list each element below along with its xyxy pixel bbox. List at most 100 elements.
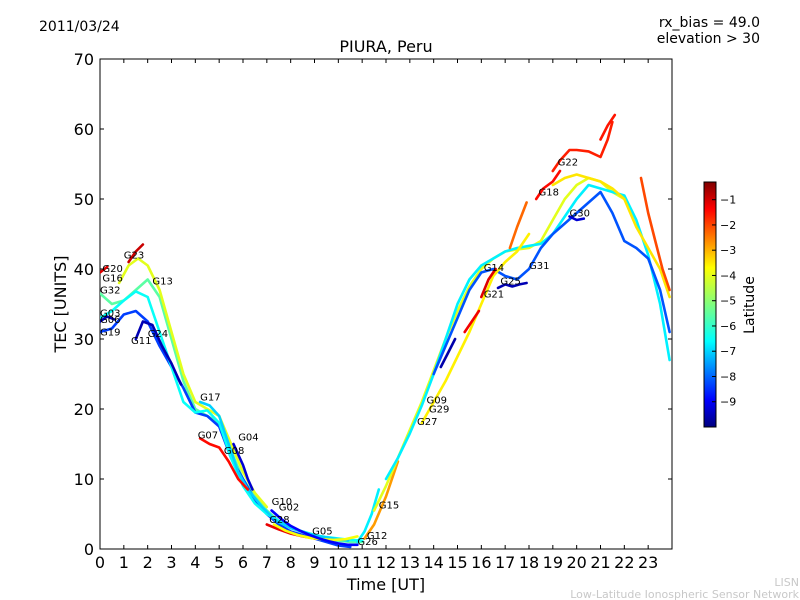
date-label: 2011/03/24	[39, 19, 120, 35]
elevation-label: elevation > 30	[657, 31, 760, 47]
satellite-label: G22	[558, 157, 578, 168]
x-tick-label: 3	[166, 553, 176, 572]
colorbar-label: Latitude	[742, 276, 758, 334]
x-tick-label: 21	[590, 553, 610, 572]
tec-series-line	[432, 190, 671, 376]
x-axis-label: Time [UT]	[346, 575, 425, 594]
satellite-label: G18	[539, 188, 559, 199]
satellite-label: G07	[198, 430, 218, 441]
tec-series-line	[479, 267, 497, 299]
x-tick-label: 13	[400, 553, 420, 572]
satellite-label: G06	[100, 315, 120, 326]
satellite-label: G24	[148, 329, 168, 340]
satellite-label: G15	[379, 500, 399, 511]
tec-series-group	[100, 113, 671, 549]
x-tick-label: 0	[95, 553, 105, 572]
y-axis-label: TEC [UNITS]	[51, 256, 70, 354]
satellite-label: G08	[224, 446, 244, 457]
x-tick-label: 15	[447, 553, 467, 572]
tec-series-line	[551, 173, 671, 299]
satellite-label: G11	[131, 336, 151, 347]
satellite-label: G02	[279, 503, 299, 514]
tec-series-line	[198, 400, 350, 542]
tec-series-line	[639, 176, 671, 292]
satellite-label: G12	[367, 531, 387, 542]
tec-series-line	[100, 265, 109, 274]
satellite-label: G16	[102, 274, 122, 285]
satellite-label: G28	[269, 515, 289, 526]
tec-series-line	[439, 337, 457, 369]
x-tick-label: 5	[214, 553, 224, 572]
satellite-label: G17	[200, 393, 220, 404]
colorbar-tick-label: −5	[720, 295, 736, 308]
satellite-label: G14	[484, 263, 504, 274]
rx-bias-label: rx_bias = 49.0	[659, 15, 760, 31]
x-tick-label: 20	[566, 553, 586, 572]
colorbar-tick-label: −9	[720, 396, 736, 409]
colorbar-tick-label: −1	[720, 194, 736, 207]
colorbar-tick-label: −3	[720, 244, 736, 257]
satellite-label: G25	[500, 276, 520, 287]
colorbar-tick-label: −6	[720, 320, 736, 333]
tec-series-line	[463, 309, 481, 334]
y-tick-label: 0	[84, 540, 94, 559]
y-tick-label: 10	[74, 470, 94, 489]
tec-series-line	[599, 113, 617, 141]
tec-series-line	[508, 201, 528, 250]
x-tick-label: 12	[376, 553, 396, 572]
x-tick-label: 16	[471, 553, 491, 572]
tec-series-line	[356, 488, 381, 544]
satellite-label: G32	[100, 286, 120, 297]
y-tick-label: 60	[74, 120, 94, 139]
satellite-label: G26	[357, 537, 377, 548]
y-tick-label: 20	[74, 400, 94, 419]
tec-series-line	[568, 215, 586, 222]
colorbar-tick-label: −2	[720, 219, 736, 232]
satellite-label: G27	[417, 417, 437, 428]
tec-series-line	[534, 169, 562, 201]
satellite-label: G19	[100, 328, 120, 339]
colorbar-tick-label: −8	[720, 370, 736, 383]
plot-area	[99, 58, 673, 550]
colorbar-ticks: −1 −2 −3 −4 −5 −6 −7 −8 −9	[712, 194, 736, 409]
x-tick-label: 7	[262, 553, 272, 572]
tec-series-line	[198, 437, 250, 491]
satellite-label: G04	[238, 433, 258, 444]
satellite-label: G21	[484, 290, 504, 301]
x-tick-label: 19	[543, 553, 563, 572]
x-tick-label: 4	[190, 553, 200, 572]
satellite-label: G03	[100, 309, 120, 320]
x-tick-label: 23	[638, 553, 658, 572]
satellite-label: G20	[102, 264, 122, 275]
tec-series-line	[127, 243, 145, 264]
tec-series-line	[496, 281, 528, 290]
x-tick-label: 18	[519, 553, 539, 572]
x-tick-label: 10	[328, 553, 348, 572]
chart-title: PIURA, Peru	[339, 37, 432, 56]
tec-series-line	[363, 460, 400, 540]
colorbar-tick-label: −7	[720, 345, 736, 358]
tec-series-line	[100, 315, 116, 323]
satellite-label: G05	[312, 526, 332, 537]
y-tick-label: 50	[74, 190, 94, 209]
x-tick-label: 8	[286, 553, 296, 572]
tec-series-line	[551, 120, 614, 173]
x-tick-label: 9	[309, 553, 319, 572]
tec-series-line	[117, 257, 269, 509]
x-tick-label: 22	[614, 553, 634, 572]
tec-series-line	[270, 509, 359, 547]
y-axis-ticks: 0 10 20 30 40 50 60 70	[74, 50, 672, 559]
x-tick-label: 17	[495, 553, 515, 572]
satellite-label: G09	[427, 395, 447, 406]
satellite-label: G23	[124, 251, 144, 262]
y-tick-label: 30	[74, 330, 94, 349]
footer-lisn: LISN	[774, 576, 799, 589]
x-tick-label: 14	[423, 553, 443, 572]
satellite-label: G30	[570, 209, 590, 220]
satellite-label: G13	[152, 276, 172, 287]
x-tick-label: 1	[119, 553, 129, 572]
footer-network: Low-Latitude Ionospheric Sensor Network	[570, 588, 799, 600]
y-tick-label: 40	[74, 260, 94, 279]
